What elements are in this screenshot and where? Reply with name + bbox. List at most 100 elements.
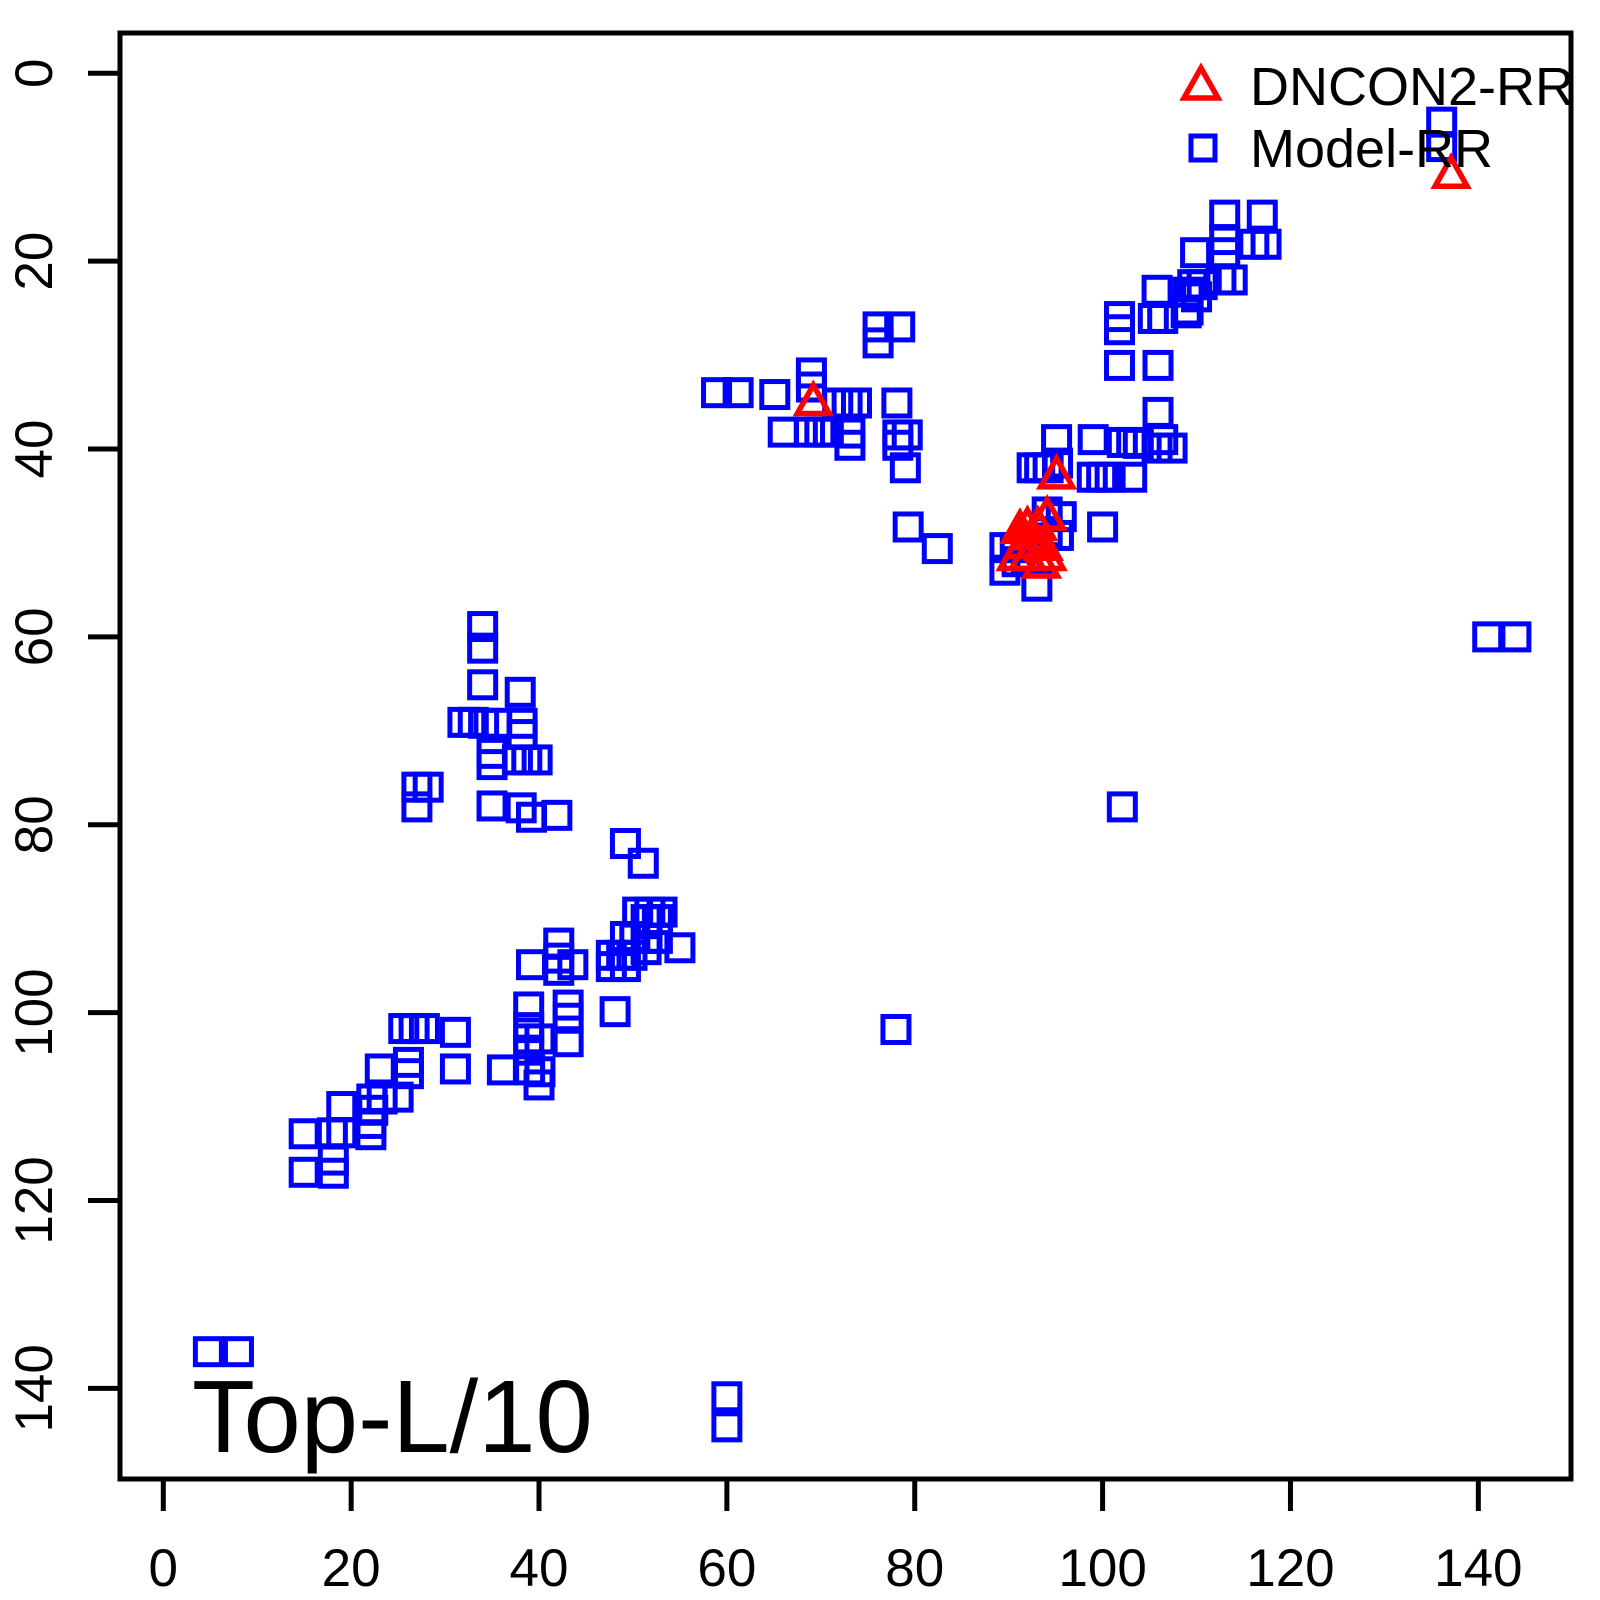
data-point-square xyxy=(1077,424,1109,456)
data-point-square xyxy=(862,327,894,359)
data-point-square xyxy=(862,311,894,343)
data-point-square xyxy=(641,904,673,936)
y-axis-tick-label: 60 xyxy=(5,607,64,666)
y-axis-tick-label: 20 xyxy=(5,232,64,291)
data-point-square xyxy=(1042,447,1074,479)
data-point-triangle xyxy=(1035,452,1078,490)
x-axis-tick-label: 0 xyxy=(149,1539,178,1598)
legend-triangle-icon xyxy=(1179,62,1223,101)
x-axis-tick-label: 120 xyxy=(1246,1539,1334,1598)
data-point-square xyxy=(541,799,573,831)
data-point-square xyxy=(439,1053,471,1085)
data-point-square xyxy=(794,416,826,448)
data-point-triangle xyxy=(995,534,1037,572)
data-point-square xyxy=(882,429,914,461)
data-point-square xyxy=(467,632,499,664)
y-axis-tick-label: 120 xyxy=(5,1156,64,1244)
data-point-square xyxy=(1216,264,1248,296)
data-point-square xyxy=(401,791,433,823)
data-point-square xyxy=(1141,432,1173,464)
x-axis-tick-label: 60 xyxy=(697,1539,756,1598)
data-point-square xyxy=(552,1002,584,1034)
data-point-square xyxy=(627,847,659,879)
data-point-square xyxy=(1076,461,1108,493)
data-point-square xyxy=(467,611,499,643)
data-point-square xyxy=(664,932,696,964)
y-axis-tick-label: 80 xyxy=(5,795,64,854)
data-point-square xyxy=(516,949,548,981)
data-point-square xyxy=(1426,131,1458,163)
data-point-square xyxy=(1086,461,1118,493)
data-point-triangle xyxy=(1020,541,1063,579)
data-point-square xyxy=(288,1156,320,1188)
data-point-square xyxy=(476,790,508,822)
data-point-square xyxy=(889,452,921,484)
data-point-square xyxy=(1170,297,1202,329)
data-point-square xyxy=(557,949,589,981)
data-point-square xyxy=(439,1016,471,1048)
data-point-square xyxy=(1172,276,1204,308)
data-point-square xyxy=(921,533,953,565)
data-point-square xyxy=(804,416,836,448)
data-point-square xyxy=(1104,349,1136,381)
data-point-square xyxy=(759,379,791,411)
data-point-square xyxy=(1104,314,1136,346)
data-point-square xyxy=(521,744,553,776)
data-point-square xyxy=(1472,621,1504,653)
data-point-square xyxy=(1016,452,1048,484)
data-point-square xyxy=(1147,302,1179,334)
annotation-top-l10: Top-L/10 xyxy=(192,1359,593,1474)
data-point-square xyxy=(1021,570,1053,602)
data-point-square xyxy=(795,371,827,403)
y-axis-tick-label: 100 xyxy=(5,968,64,1056)
data-point-square xyxy=(722,377,754,409)
data-point-square xyxy=(1142,349,1174,381)
x-axis-tick-label: 20 xyxy=(322,1539,381,1598)
data-point-square xyxy=(552,1026,584,1058)
data-point-square xyxy=(192,1336,224,1368)
legend-square-icon xyxy=(1188,133,1218,163)
data-point-square xyxy=(711,1411,743,1443)
data-point-square xyxy=(609,951,641,983)
data-point-square xyxy=(1142,396,1174,428)
data-point-square xyxy=(382,1081,414,1113)
data-point-square xyxy=(513,991,545,1023)
data-point-triangle xyxy=(792,379,834,417)
data-point-square xyxy=(831,387,863,419)
data-point-square xyxy=(1500,621,1532,653)
data-point-square xyxy=(880,1014,912,1046)
data-point-square xyxy=(467,669,499,701)
data-point-square xyxy=(1116,461,1148,493)
data-point-square xyxy=(884,311,916,343)
x-axis-tick-label: 100 xyxy=(1058,1539,1146,1598)
data-point-square xyxy=(1147,424,1179,456)
legend-label-dncon2: DNCON2-RR xyxy=(1250,57,1574,117)
data-point-triangle xyxy=(1430,152,1472,189)
data-point-square xyxy=(1250,228,1282,260)
data-point-square xyxy=(1116,426,1148,458)
data-point-square xyxy=(1106,426,1138,458)
data-point-square xyxy=(767,416,799,448)
data-point-square xyxy=(881,387,913,419)
data-point-square xyxy=(1137,302,1169,334)
data-point-square xyxy=(392,1058,424,1090)
data-point-square xyxy=(609,828,641,860)
data-point-square xyxy=(1141,274,1173,306)
y-axis-tick-label: 40 xyxy=(5,420,64,479)
data-point-square xyxy=(516,801,548,833)
data-point-square xyxy=(841,387,873,419)
data-point-square xyxy=(892,511,924,543)
x-axis-tick-label: 40 xyxy=(510,1539,569,1598)
data-point-square xyxy=(398,1013,430,1045)
x-axis-tick-label: 140 xyxy=(1434,1539,1522,1598)
data-point-square xyxy=(504,676,536,708)
data-point-square xyxy=(505,792,537,824)
data-point-square xyxy=(1180,237,1212,269)
y-axis-tick-label: 0 xyxy=(5,59,64,88)
data-point-square xyxy=(1094,461,1126,493)
data-point-square xyxy=(891,419,923,451)
data-point-square xyxy=(1246,199,1278,231)
x-axis-tick-label: 80 xyxy=(885,1539,944,1598)
